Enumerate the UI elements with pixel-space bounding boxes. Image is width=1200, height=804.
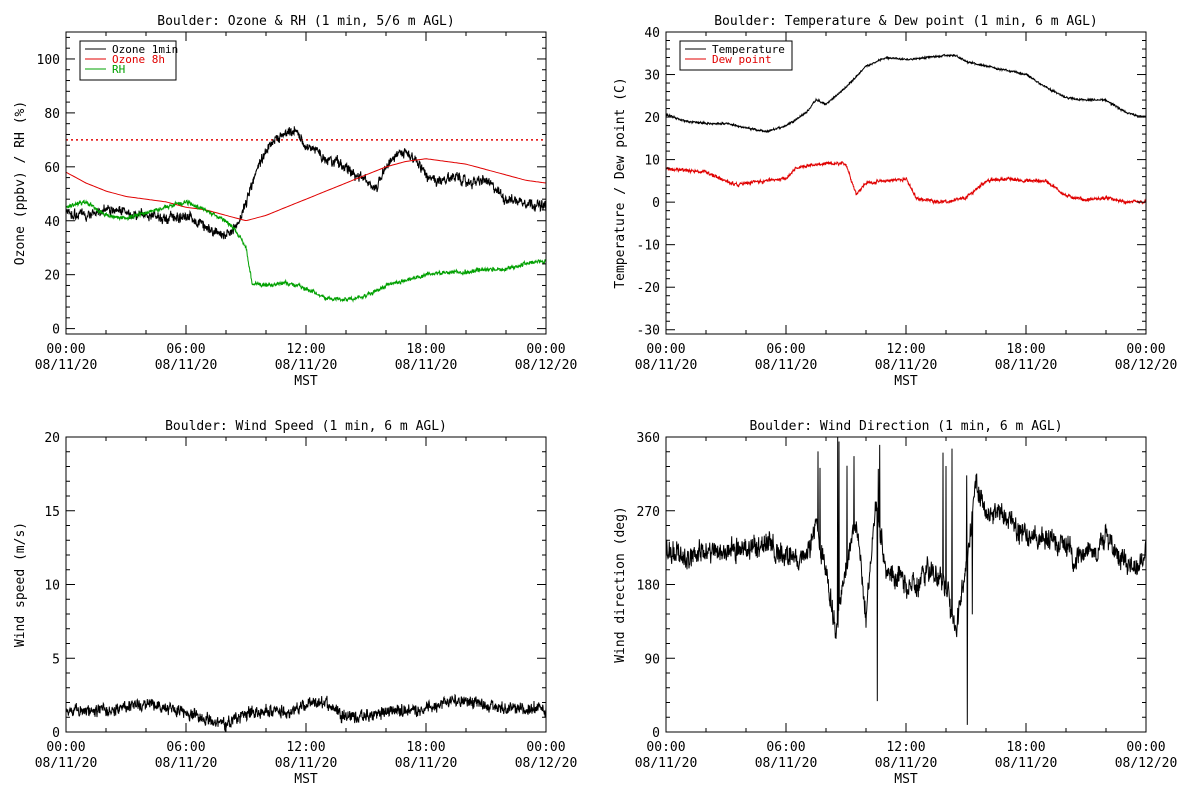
y-axis-label: Wind direction (deg) bbox=[613, 506, 628, 663]
x-tick-time: 00:00 bbox=[46, 740, 85, 755]
y-tick-label: 20 bbox=[44, 269, 60, 284]
chart-title: Boulder: Temperature & Dew point (1 min,… bbox=[714, 14, 1098, 29]
y-tick-label: -10 bbox=[637, 239, 660, 254]
x-tick-date: 08/11/20 bbox=[635, 358, 698, 373]
y-tick-label: 270 bbox=[637, 505, 660, 520]
series-line-ozone-8h bbox=[66, 158, 546, 222]
series-line-wind-speed bbox=[66, 693, 546, 732]
y-tick-label: 100 bbox=[37, 53, 60, 68]
y-tick-label: 10 bbox=[44, 579, 60, 594]
x-tick-date: 08/11/20 bbox=[875, 756, 938, 771]
legend-box bbox=[679, 40, 793, 71]
x-tick-date: 08/11/20 bbox=[35, 358, 98, 373]
x-tick-time: 06:00 bbox=[766, 740, 805, 755]
legend-entry: Dew point bbox=[712, 53, 772, 66]
x-axis-label: MST bbox=[894, 374, 918, 389]
y-tick-label: 360 bbox=[637, 431, 660, 446]
legend-entry: Temperature bbox=[712, 43, 785, 56]
x-tick-time: 18:00 bbox=[1006, 740, 1045, 755]
y-tick-label: 90 bbox=[644, 652, 660, 667]
x-tick-date: 08/12/20 bbox=[1115, 358, 1178, 373]
y-tick-label: 10 bbox=[644, 154, 660, 169]
y-tick-label: 30 bbox=[644, 69, 660, 84]
plot-frame bbox=[65, 436, 547, 733]
y-tick-label: 0 bbox=[652, 196, 660, 211]
y-tick-label: -30 bbox=[637, 324, 660, 339]
x-tick-time: 06:00 bbox=[166, 740, 205, 755]
chart-title: Boulder: Ozone & RH (1 min, 5/6 m AGL) bbox=[157, 14, 454, 29]
legend-entry: Ozone 1min bbox=[112, 43, 178, 56]
x-tick-date: 08/11/20 bbox=[635, 756, 698, 771]
series-line-wind-dir bbox=[666, 437, 1146, 725]
series-line-ozone-1min bbox=[66, 126, 546, 240]
x-tick-time: 06:00 bbox=[166, 342, 205, 357]
legend-entry: Ozone 8h bbox=[112, 53, 165, 66]
y-axis-label: Ozone (ppbv) / RH (%) bbox=[13, 101, 28, 265]
y-tick-label: 0 bbox=[52, 726, 60, 741]
x-tick-time: 12:00 bbox=[886, 740, 925, 755]
y-tick-label: 80 bbox=[44, 107, 60, 122]
y-tick-label: 5 bbox=[52, 652, 60, 667]
x-tick-date: 08/11/20 bbox=[995, 358, 1058, 373]
x-tick-date: 08/11/20 bbox=[275, 358, 338, 373]
x-tick-time: 00:00 bbox=[526, 740, 565, 755]
series-line-rh bbox=[66, 199, 546, 303]
y-tick-label: 0 bbox=[652, 726, 660, 741]
y-tick-label: -20 bbox=[637, 281, 660, 296]
y-tick-label: 180 bbox=[637, 579, 660, 594]
plot-frame bbox=[665, 31, 1147, 335]
y-tick-label: 20 bbox=[44, 431, 60, 446]
x-tick-time: 18:00 bbox=[1006, 342, 1045, 357]
x-tick-time: 18:00 bbox=[406, 342, 445, 357]
y-tick-label: 15 bbox=[44, 505, 60, 520]
y-tick-label: 40 bbox=[644, 26, 660, 41]
x-tick-date: 08/11/20 bbox=[155, 358, 218, 373]
x-tick-date: 08/12/20 bbox=[515, 358, 578, 373]
x-tick-date: 08/11/20 bbox=[35, 756, 98, 771]
x-tick-date: 08/12/20 bbox=[515, 756, 578, 771]
x-tick-date: 08/11/20 bbox=[755, 358, 818, 373]
chart-ozone-rh: Boulder: Ozone & RH (1 min, 5/6 m AGL) 0 2… bbox=[13, 14, 577, 389]
x-tick-time: 00:00 bbox=[1126, 740, 1165, 755]
x-tick-date: 08/11/20 bbox=[995, 756, 1058, 771]
legend-box bbox=[79, 40, 177, 81]
x-tick-time: 12:00 bbox=[286, 342, 325, 357]
x-tick-time: 00:00 bbox=[646, 740, 685, 755]
y-tick-label: 40 bbox=[44, 215, 60, 230]
x-tick-date: 08/11/20 bbox=[395, 358, 458, 373]
chart-wind-dir: Boulder: Wind Direction (1 min, 6 m AGL)… bbox=[613, 419, 1177, 787]
x-tick-time: 00:00 bbox=[46, 342, 85, 357]
x-tick-date: 08/11/20 bbox=[275, 756, 338, 771]
chart-title: Boulder: Wind Speed (1 min, 6 m AGL) bbox=[165, 419, 447, 434]
x-tick-time: 12:00 bbox=[286, 740, 325, 755]
chart-temp-dew: Boulder: Temperature & Dew point (1 min,… bbox=[613, 14, 1177, 389]
x-tick-time: 00:00 bbox=[646, 342, 685, 357]
x-axis-label: MST bbox=[294, 374, 318, 389]
x-tick-date: 08/11/20 bbox=[755, 756, 818, 771]
y-axis-label: Wind speed (m/s) bbox=[13, 522, 28, 647]
series-line-dew-point bbox=[666, 160, 1146, 205]
x-tick-time: 06:00 bbox=[766, 342, 805, 357]
x-tick-time: 12:00 bbox=[886, 342, 925, 357]
x-tick-time: 18:00 bbox=[406, 740, 445, 755]
x-tick-time: 00:00 bbox=[526, 342, 565, 357]
y-tick-label: 20 bbox=[644, 111, 660, 126]
x-axis-label: MST bbox=[294, 772, 318, 787]
chart-title: Boulder: Wind Direction (1 min, 6 m AGL) bbox=[749, 419, 1062, 434]
y-tick-label: 0 bbox=[52, 323, 60, 338]
y-tick-label: 60 bbox=[44, 161, 60, 176]
x-tick-date: 08/11/20 bbox=[875, 358, 938, 373]
x-tick-time: 00:00 bbox=[1126, 342, 1165, 357]
x-tick-date: 08/11/20 bbox=[155, 756, 218, 771]
series-line-temperature bbox=[666, 53, 1146, 134]
x-tick-date: 08/11/20 bbox=[395, 756, 458, 771]
legend-entry: RH bbox=[112, 63, 125, 76]
x-tick-date: 08/12/20 bbox=[1115, 756, 1178, 771]
chart-wind-speed: Boulder: Wind Speed (1 min, 6 m AGL) 0 5 10… bbox=[13, 419, 577, 787]
y-axis-label: Temperature / Dew point (C) bbox=[613, 77, 628, 288]
x-axis-label: MST bbox=[894, 772, 918, 787]
